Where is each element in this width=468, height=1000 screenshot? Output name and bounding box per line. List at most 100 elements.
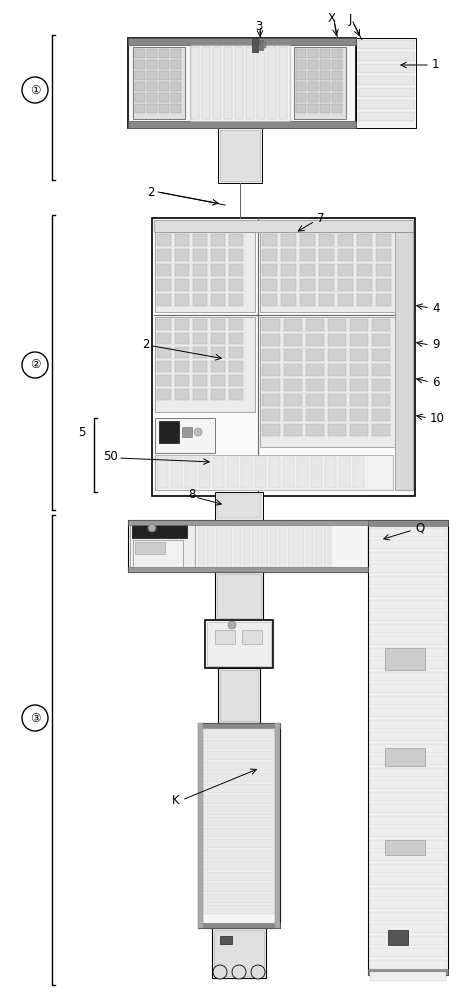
Bar — [213, 47, 221, 119]
Bar — [135, 71, 145, 80]
Bar — [229, 319, 243, 330]
Bar — [296, 82, 306, 91]
Bar — [328, 334, 346, 346]
Bar — [370, 768, 446, 777]
Bar — [211, 279, 225, 291]
Bar — [358, 64, 414, 73]
Bar — [306, 394, 324, 406]
Bar — [262, 294, 277, 306]
Bar — [135, 49, 145, 58]
Bar — [319, 234, 334, 246]
Text: 2: 2 — [142, 338, 149, 352]
Bar — [229, 389, 243, 400]
Bar — [152, 218, 415, 496]
Bar — [328, 349, 346, 361]
Bar — [157, 347, 171, 358]
Bar — [370, 960, 446, 969]
Text: ①: ① — [30, 84, 40, 97]
Bar — [220, 130, 260, 181]
Bar — [370, 876, 446, 885]
Bar — [339, 457, 350, 488]
Bar — [175, 319, 189, 330]
Text: 1: 1 — [432, 58, 439, 72]
Bar — [320, 71, 330, 80]
Bar — [133, 47, 185, 119]
Text: K: K — [172, 794, 180, 806]
Bar — [358, 112, 414, 121]
Bar — [157, 249, 171, 261]
Bar — [200, 729, 278, 738]
Bar — [372, 334, 390, 346]
Bar — [159, 71, 169, 80]
Bar — [308, 71, 318, 80]
Bar — [217, 574, 261, 618]
Bar — [147, 49, 157, 58]
Bar — [193, 389, 207, 400]
Bar — [135, 82, 145, 91]
Bar — [229, 264, 243, 276]
Bar — [370, 576, 446, 585]
Bar — [157, 234, 171, 246]
Bar — [328, 409, 346, 421]
Circle shape — [194, 428, 202, 436]
Text: 4: 4 — [432, 302, 439, 314]
Bar — [308, 93, 318, 102]
Bar — [315, 522, 322, 570]
Bar — [229, 347, 243, 358]
Bar — [157, 361, 171, 372]
Bar — [262, 394, 280, 406]
Bar — [372, 319, 390, 331]
Bar — [171, 71, 181, 80]
Bar — [300, 294, 315, 306]
Text: 9: 9 — [432, 338, 439, 352]
Bar — [370, 756, 446, 765]
Bar — [175, 294, 189, 306]
Bar — [175, 347, 189, 358]
Bar — [358, 76, 414, 85]
Bar — [300, 249, 315, 261]
Bar — [211, 333, 225, 344]
Bar — [370, 828, 446, 837]
Bar — [306, 409, 324, 421]
Bar — [269, 457, 280, 488]
Bar — [262, 364, 280, 376]
Bar — [200, 762, 278, 771]
Bar — [284, 364, 302, 376]
Bar — [370, 924, 446, 933]
Bar — [128, 38, 356, 45]
Bar — [214, 930, 264, 976]
Bar — [154, 220, 413, 232]
Bar — [308, 82, 318, 91]
Bar — [376, 294, 391, 306]
Bar — [155, 455, 393, 490]
Bar — [130, 522, 195, 570]
Bar — [306, 364, 324, 376]
Bar — [211, 234, 225, 246]
Bar — [157, 294, 171, 306]
Bar — [211, 375, 225, 386]
Text: 8: 8 — [188, 488, 195, 502]
Bar — [319, 279, 334, 291]
Bar — [358, 40, 414, 49]
Bar — [229, 333, 243, 344]
Bar — [191, 47, 199, 119]
Bar — [372, 424, 390, 436]
Bar — [200, 817, 278, 826]
Bar — [281, 279, 296, 291]
Bar — [215, 572, 263, 620]
Bar — [155, 317, 255, 412]
Bar — [296, 93, 306, 102]
Bar — [211, 264, 225, 276]
Bar — [198, 723, 280, 728]
Circle shape — [148, 524, 156, 532]
Bar — [279, 522, 286, 570]
Bar — [211, 319, 225, 330]
Bar — [207, 522, 214, 570]
Bar — [200, 751, 278, 760]
Bar — [263, 42, 266, 48]
Bar — [357, 279, 372, 291]
Bar — [211, 294, 225, 306]
Bar — [370, 600, 446, 609]
Bar — [171, 93, 181, 102]
Bar — [171, 60, 181, 69]
